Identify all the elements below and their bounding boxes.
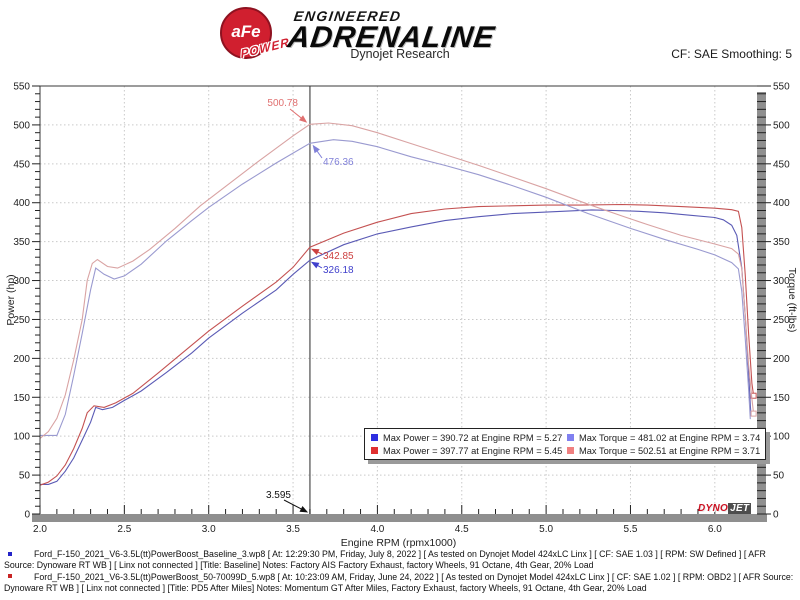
svg-text:50: 50 <box>773 471 785 482</box>
svg-text:4.0: 4.0 <box>370 524 384 535</box>
afe-circle-logo: aFe <box>220 7 272 59</box>
svg-text:300: 300 <box>13 276 30 287</box>
legend-swatch-blue <box>371 434 378 441</box>
svg-text:Power (hp): Power (hp) <box>5 274 17 325</box>
dynojet-logo-jet: JET <box>728 503 752 514</box>
svg-text:350: 350 <box>13 237 30 248</box>
svg-text:100: 100 <box>13 432 30 443</box>
svg-text:250: 250 <box>13 315 30 326</box>
svg-text:500: 500 <box>13 120 30 131</box>
legend-swatch-red <box>371 447 378 454</box>
legend-label: Max Power = 397.77 at Engine RPM = 5.45 <box>383 445 563 456</box>
svg-text:3.5: 3.5 <box>286 524 300 535</box>
legend-item-pd5-power: Max Power = 397.77 at Engine RPM = 5.45 <box>369 446 565 456</box>
svg-text:400: 400 <box>13 198 30 209</box>
run2-bullet <box>8 574 12 578</box>
svg-text:150: 150 <box>13 393 30 404</box>
svg-text:5.0: 5.0 <box>539 524 553 535</box>
legend-swatch-salmon <box>567 447 574 454</box>
svg-text:550: 550 <box>13 82 30 93</box>
svg-text:326.18: 326.18 <box>323 265 354 276</box>
svg-text:4.5: 4.5 <box>455 524 469 535</box>
svg-text:Torque (ft-lbs): Torque (ft-lbs) <box>786 268 798 333</box>
legend-label: Max Torque = 481.02 at Engine RPM = 3.74 <box>579 432 761 443</box>
svg-text:250: 250 <box>773 315 790 326</box>
legend-item-baseline-torque: Max Torque = 481.02 at Engine RPM = 3.74 <box>565 433 760 443</box>
svg-text:100: 100 <box>773 432 790 443</box>
svg-text:2.0: 2.0 <box>33 524 47 535</box>
run-info: Ford_F-150_2021_V6-3.5L(tt)PowerBoost_Ba… <box>4 549 796 595</box>
legend-label: Max Torque = 502.51 at Engine RPM = 3.71 <box>579 445 761 456</box>
smoothing-label: CF: SAE Smoothing: 5 <box>671 47 792 61</box>
svg-text:350: 350 <box>773 237 790 248</box>
svg-text:500.78: 500.78 <box>267 98 298 109</box>
svg-text:200: 200 <box>13 354 30 365</box>
legend-item-pd5-torque: Max Torque = 502.51 at Engine RPM = 3.71 <box>565 446 760 456</box>
dynojet-logo: DYNO JET <box>698 503 752 514</box>
legend-item-baseline-power: Max Power = 390.72 at Engine RPM = 5.27 <box>369 433 565 443</box>
run1-info: Ford_F-150_2021_V6-3.5L(tt)PowerBoost_Ba… <box>4 549 766 570</box>
svg-text:3.595: 3.595 <box>266 490 291 501</box>
svg-text:3.0: 3.0 <box>202 524 216 535</box>
svg-text:6.0: 6.0 <box>708 524 722 535</box>
chart-title: Dynojet Research <box>350 47 450 61</box>
afe-logo: aFe POWER ENGINEERED ADRENALINE <box>218 5 578 61</box>
legend: Max Power = 390.72 at Engine RPM = 5.27 … <box>364 428 766 460</box>
svg-text:50: 50 <box>19 471 31 482</box>
svg-text:450: 450 <box>13 159 30 170</box>
svg-text:200: 200 <box>773 354 790 365</box>
svg-text:450: 450 <box>773 159 790 170</box>
run2-info: Ford_F-150_2021_V6-3.5L(tt)PowerBoost_50… <box>4 572 794 593</box>
svg-text:342.85: 342.85 <box>323 251 354 262</box>
svg-text:500: 500 <box>773 120 790 131</box>
legend-label: Max Power = 390.72 at Engine RPM = 5.27 <box>383 432 563 443</box>
svg-text:150: 150 <box>773 393 790 404</box>
svg-text:476.36: 476.36 <box>323 157 354 168</box>
run1-bullet <box>8 552 12 556</box>
dynojet-logo-dyno: DYNO <box>698 503 729 514</box>
svg-text:0: 0 <box>773 510 779 521</box>
legend-swatch-lightblue <box>567 434 574 441</box>
svg-text:5.5: 5.5 <box>624 524 638 535</box>
svg-text:550: 550 <box>773 82 790 93</box>
svg-text:Engine RPM (rpmx1000): Engine RPM (rpmx1000) <box>341 537 457 549</box>
svg-text:2.5: 2.5 <box>117 524 131 535</box>
svg-text:400: 400 <box>773 198 790 209</box>
svg-text:0: 0 <box>24 510 30 521</box>
dyno-chart: 2.0 2.5 3.0 3.5 4.0 4.5 5.0 5.5 6.0 0 0 50 50 100 100 1… <box>5 82 798 550</box>
svg-text:300: 300 <box>773 276 790 287</box>
